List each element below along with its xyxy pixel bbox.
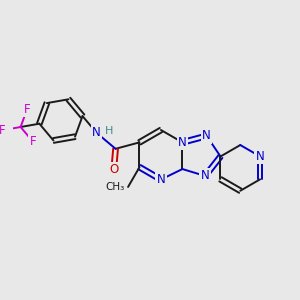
Text: N: N (92, 126, 101, 140)
Text: N: N (202, 129, 211, 142)
Text: H: H (105, 126, 113, 136)
Text: N: N (201, 169, 210, 182)
Text: N: N (178, 136, 187, 149)
Text: CH₃: CH₃ (105, 182, 124, 192)
Text: N: N (157, 173, 165, 186)
Text: N: N (256, 150, 265, 163)
Text: F: F (29, 135, 36, 148)
Text: O: O (109, 163, 119, 176)
Text: F: F (24, 103, 30, 116)
Text: F: F (0, 124, 5, 137)
